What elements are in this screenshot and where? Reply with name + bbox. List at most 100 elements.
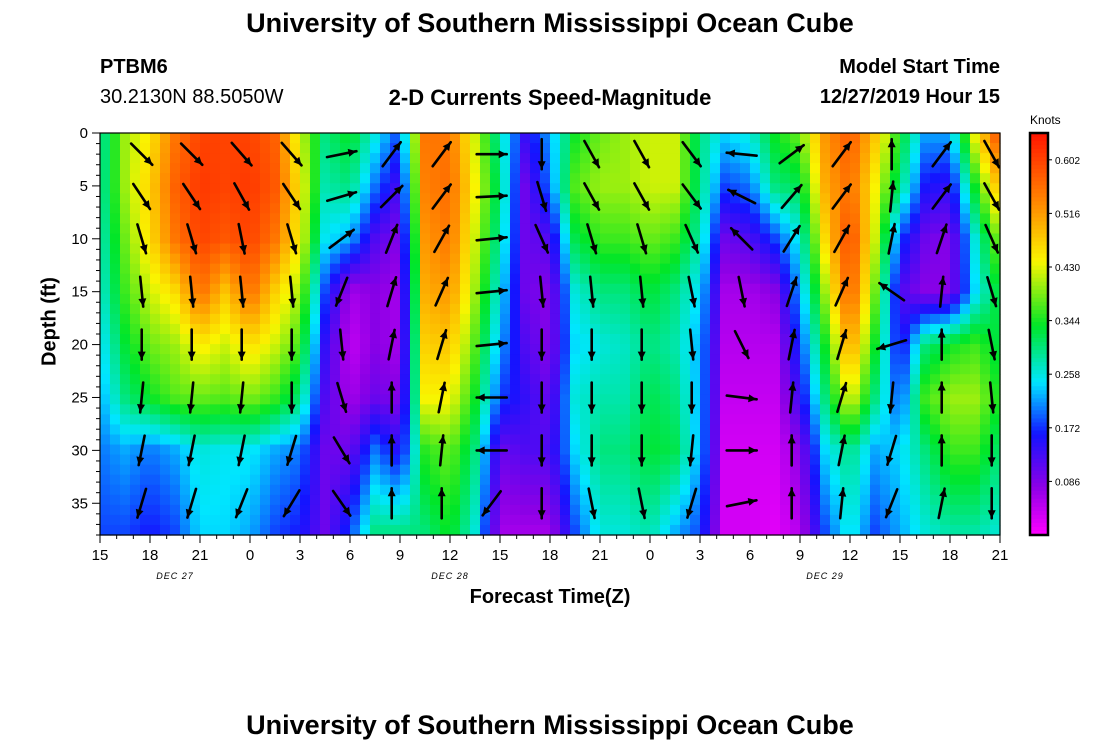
heatmap-cell	[490, 484, 501, 496]
heatmap-cell	[980, 133, 991, 144]
heatmap-cell	[270, 454, 281, 466]
heatmap-cell	[670, 303, 681, 315]
heatmap-cell	[150, 253, 161, 265]
heatmap-cell	[610, 454, 621, 466]
heatmap-cell	[140, 233, 151, 245]
heatmap-cell	[890, 143, 901, 154]
heatmap-cell	[740, 283, 751, 295]
heatmap-cell	[220, 263, 231, 275]
heatmap-cell	[980, 253, 991, 265]
heatmap-cell	[610, 504, 621, 516]
heatmap-cell	[110, 153, 121, 164]
heatmap-cell	[810, 193, 821, 204]
heatmap-cell	[590, 233, 601, 245]
x-tick-label: 9	[396, 547, 404, 564]
heatmap-cell	[180, 484, 191, 496]
heatmap-cell	[140, 354, 151, 365]
heatmap-cell	[750, 404, 761, 415]
heatmap-cell	[250, 514, 261, 526]
current-arrow	[280, 141, 303, 167]
heatmap-cell	[240, 354, 251, 365]
heatmap-cell	[520, 273, 531, 285]
heatmap-cell	[570, 143, 581, 154]
heatmap-cell	[390, 404, 401, 415]
heatmap-cell	[800, 153, 811, 164]
heatmap-cell	[710, 223, 721, 235]
heatmap-cell	[110, 183, 121, 194]
heatmap-cell	[950, 334, 961, 345]
heatmap-cell	[680, 504, 691, 516]
heatmap-cell	[870, 203, 881, 214]
heatmap-cell	[520, 434, 531, 446]
heatmap-cell	[570, 203, 581, 214]
heatmap-cell	[220, 444, 231, 456]
heatmap-cell	[970, 454, 981, 466]
colorbar-cell	[1030, 374, 1048, 379]
heatmap-cell	[910, 303, 921, 315]
heatmap-cell	[520, 404, 531, 415]
heatmap-cell	[680, 384, 691, 395]
heatmap-cell	[550, 454, 561, 466]
heatmap-cell	[250, 323, 261, 335]
heatmap-cell	[260, 524, 271, 536]
heatmap-cell	[870, 233, 881, 245]
heatmap-cell	[650, 364, 661, 375]
heatmap-cell	[500, 253, 511, 265]
heatmap-cell	[920, 303, 931, 315]
heatmap-cell	[560, 163, 571, 174]
heatmap-cell	[330, 454, 341, 466]
current-arrow	[475, 393, 509, 402]
heatmap-cell	[300, 374, 311, 385]
heatmap-cell	[720, 434, 731, 446]
heatmap-cell	[390, 163, 401, 174]
heatmap-cell	[320, 263, 331, 275]
heatmap-cell	[450, 313, 461, 325]
heatmap-cell	[150, 454, 161, 466]
current-arrow	[187, 328, 196, 361]
heatmap-cell	[480, 434, 491, 446]
colorbar-cell	[1030, 265, 1048, 271]
heatmap-cell	[160, 263, 171, 275]
heatmap-cell	[860, 434, 871, 446]
heatmap-cell	[390, 434, 401, 446]
heatmap-cell	[330, 524, 341, 536]
heatmap-cell	[540, 494, 551, 506]
colorbar-cell	[1030, 221, 1048, 227]
heatmap-cell	[900, 223, 911, 235]
heatmap-cell	[680, 334, 691, 345]
heatmap-cell	[230, 474, 241, 486]
heatmap-cell	[820, 183, 831, 194]
heatmap-cell	[590, 193, 601, 204]
x-tick-label: 15	[492, 547, 509, 564]
heatmap-cell	[990, 524, 1001, 536]
heatmap-cell	[630, 233, 641, 245]
heatmap-cell	[670, 233, 681, 245]
heatmap-cell	[270, 444, 281, 456]
heatmap-cell	[510, 344, 521, 355]
heatmap-cell	[550, 173, 561, 184]
heatmap-cell	[660, 504, 671, 516]
heatmap-cell	[710, 243, 721, 255]
heatmap-cell	[600, 344, 611, 355]
heatmap-cell	[870, 344, 881, 355]
heatmap-cell	[200, 263, 211, 275]
heatmap-cell	[290, 263, 301, 275]
heatmap-cell	[290, 504, 301, 516]
heatmap-cell	[130, 253, 141, 265]
heatmap-cell	[530, 524, 541, 536]
heatmap-cell	[470, 263, 481, 275]
current-arrow	[431, 183, 453, 210]
heatmap-cell	[450, 434, 461, 446]
heatmap-cell	[150, 404, 161, 415]
heatmap-cell	[820, 414, 831, 426]
heatmap-cell	[480, 243, 491, 255]
heatmap-cell	[800, 273, 811, 285]
heatmap-cell	[820, 223, 831, 235]
heatmap-cell	[200, 303, 211, 315]
heatmap-cell	[540, 223, 551, 235]
heatmap-cell	[250, 504, 261, 516]
heatmap-cell	[770, 334, 781, 345]
heatmap-cell	[370, 153, 381, 164]
heatmap-cell	[520, 193, 531, 204]
heatmap-cell	[530, 474, 541, 486]
